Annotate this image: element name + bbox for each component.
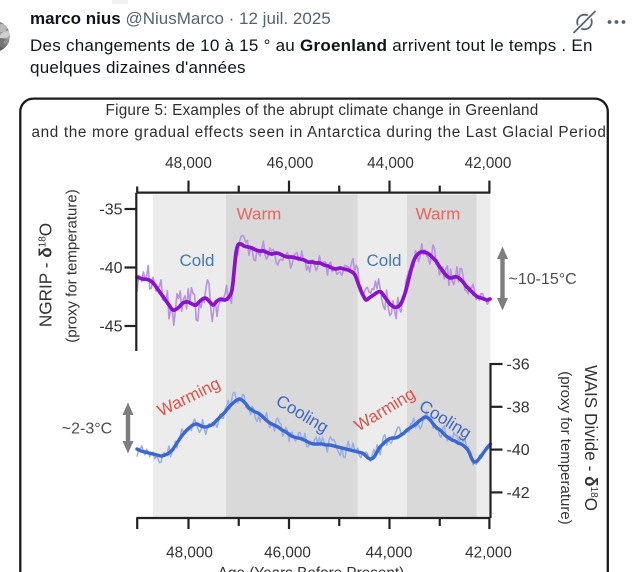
svg-text:Warm: Warm (237, 205, 282, 224)
svg-text:-36: -36 (507, 357, 530, 374)
svg-text:Cold: Cold (367, 251, 402, 270)
svg-text:-35: -35 (99, 202, 122, 219)
svg-text:46,000: 46,000 (267, 155, 314, 172)
svg-text:-45: -45 (99, 319, 122, 336)
svg-text:-40: -40 (99, 260, 122, 277)
svg-text:Age (Years Before Present): Age (Years Before Present) (218, 565, 405, 572)
svg-text:NGRIP - δ18O: NGRIP - δ18O (36, 223, 56, 327)
svg-text:Warm: Warm (416, 205, 461, 224)
svg-text:48,000: 48,000 (165, 155, 212, 172)
svg-text:~2-3°C: ~2-3°C (62, 421, 112, 438)
svg-text:46,000: 46,000 (264, 545, 311, 562)
svg-text:42,000: 42,000 (465, 155, 512, 172)
svg-text:42,000: 42,000 (465, 545, 512, 562)
svg-text:44,000: 44,000 (367, 155, 414, 172)
svg-text:-42: -42 (507, 485, 530, 502)
svg-text:and the more gradual effects s: and the more gradual effects seen in Ant… (31, 124, 606, 141)
svg-text:48,000: 48,000 (166, 545, 213, 562)
svg-text:(proxy for temperature): (proxy for temperature) (64, 189, 81, 342)
svg-text:~10-15°C: ~10-15°C (509, 271, 577, 288)
svg-text:WAIS Divide - δ18O: WAIS Divide - δ18O (581, 365, 601, 511)
svg-text:Cold: Cold (180, 251, 215, 270)
svg-text:(proxy for temperature): (proxy for temperature) (557, 371, 574, 524)
svg-text:-38: -38 (507, 399, 530, 416)
svg-text:Figure 5: Examples of the abru: Figure 5: Examples of the abrupt climate… (106, 102, 539, 119)
svg-text:44,000: 44,000 (366, 545, 413, 562)
svg-text:-40: -40 (507, 442, 530, 459)
